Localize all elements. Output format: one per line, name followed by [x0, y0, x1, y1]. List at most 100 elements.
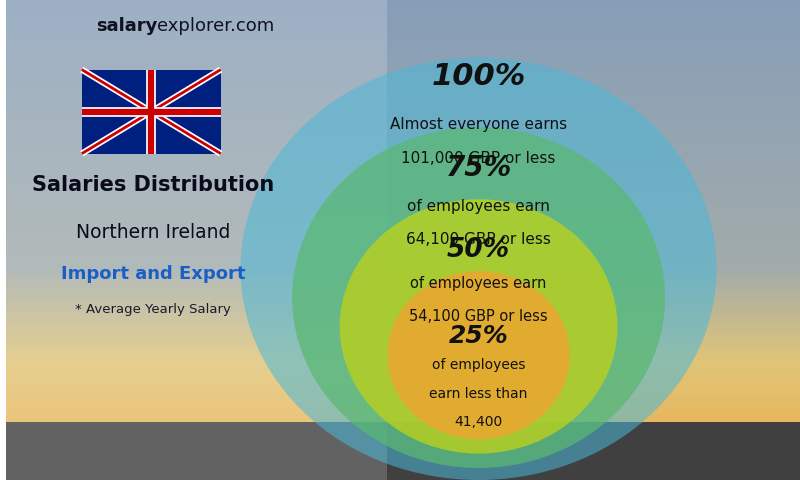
Bar: [6, 446, 800, 451]
Bar: [6, 226, 800, 230]
Bar: [6, 82, 800, 86]
Text: 41,400: 41,400: [454, 415, 502, 430]
Bar: [6, 134, 800, 139]
Bar: [6, 86, 800, 91]
Bar: [6, 34, 800, 38]
Bar: [6, 408, 800, 413]
Bar: [6, 245, 800, 250]
Bar: [6, 29, 800, 34]
Bar: [6, 206, 800, 211]
Bar: [6, 346, 800, 350]
Bar: [6, 158, 800, 163]
Bar: [6, 115, 800, 120]
Text: Almost everyone earns: Almost everyone earns: [390, 117, 567, 132]
Bar: [6, 221, 800, 226]
Bar: [6, 341, 800, 346]
Bar: [6, 58, 800, 62]
Bar: [6, 0, 387, 480]
Bar: [6, 77, 800, 82]
Bar: [6, 5, 800, 10]
Bar: [6, 48, 800, 53]
Text: of employees: of employees: [432, 358, 526, 372]
Text: Salaries Distribution: Salaries Distribution: [32, 175, 274, 195]
Bar: [6, 240, 800, 245]
Ellipse shape: [340, 199, 618, 454]
Text: 75%: 75%: [446, 154, 512, 182]
Bar: [6, 202, 800, 206]
Bar: [6, 389, 800, 394]
Bar: [6, 24, 800, 29]
Bar: [6, 182, 800, 187]
Bar: [6, 437, 800, 442]
Text: * Average Yearly Salary: * Average Yearly Salary: [75, 303, 231, 316]
Bar: [6, 250, 800, 254]
Bar: [6, 283, 800, 288]
Bar: [6, 110, 800, 115]
Bar: [6, 288, 800, 293]
Bar: [6, 168, 800, 173]
Bar: [6, 307, 800, 312]
Text: Northern Ireland: Northern Ireland: [76, 223, 230, 242]
Bar: [6, 336, 800, 341]
Bar: [6, 192, 800, 197]
Bar: [6, 125, 800, 130]
Bar: [6, 149, 800, 154]
Bar: [6, 19, 800, 24]
Bar: [6, 331, 800, 336]
Bar: [6, 360, 800, 365]
Text: of employees earn: of employees earn: [407, 199, 550, 214]
Bar: [6, 317, 800, 322]
Bar: [6, 139, 800, 144]
Bar: [6, 197, 800, 202]
Ellipse shape: [292, 127, 665, 468]
Text: 64,100 GBP or less: 64,100 GBP or less: [406, 232, 551, 248]
Bar: [6, 403, 800, 408]
Text: explorer.com: explorer.com: [158, 17, 274, 36]
Bar: [6, 0, 800, 5]
Bar: [6, 278, 800, 283]
Bar: [6, 173, 800, 178]
Bar: [6, 422, 800, 427]
Bar: [6, 422, 800, 480]
Text: 100%: 100%: [431, 62, 526, 91]
Bar: [6, 106, 800, 110]
Text: 50%: 50%: [447, 237, 510, 263]
Bar: [6, 91, 800, 96]
Bar: [6, 312, 800, 317]
Bar: [6, 259, 800, 264]
Bar: [6, 10, 800, 14]
Bar: [6, 62, 800, 67]
Bar: [6, 274, 800, 278]
Bar: [6, 269, 800, 274]
Bar: [6, 394, 800, 398]
Bar: [6, 355, 800, 360]
Bar: [6, 418, 800, 422]
Bar: [6, 67, 800, 72]
Bar: [6, 72, 800, 77]
Bar: [6, 456, 800, 461]
Bar: [6, 101, 800, 106]
Text: salary: salary: [96, 17, 158, 36]
Bar: [6, 379, 800, 384]
Bar: [6, 451, 800, 456]
Bar: [6, 350, 800, 355]
Bar: [6, 322, 800, 326]
Bar: [6, 326, 800, 331]
Bar: [6, 216, 800, 221]
Bar: [82, 70, 221, 154]
Bar: [6, 302, 800, 307]
Bar: [6, 298, 800, 302]
Bar: [6, 374, 800, 379]
Bar: [6, 14, 800, 19]
Bar: [6, 442, 800, 446]
Bar: [6, 96, 800, 101]
Bar: [6, 475, 800, 480]
Bar: [6, 38, 800, 43]
Bar: [6, 154, 800, 158]
Bar: [6, 432, 800, 437]
Bar: [6, 466, 800, 470]
Text: 54,100 GBP or less: 54,100 GBP or less: [410, 309, 548, 324]
Bar: [6, 365, 800, 370]
Bar: [6, 427, 800, 432]
Bar: [6, 235, 800, 240]
